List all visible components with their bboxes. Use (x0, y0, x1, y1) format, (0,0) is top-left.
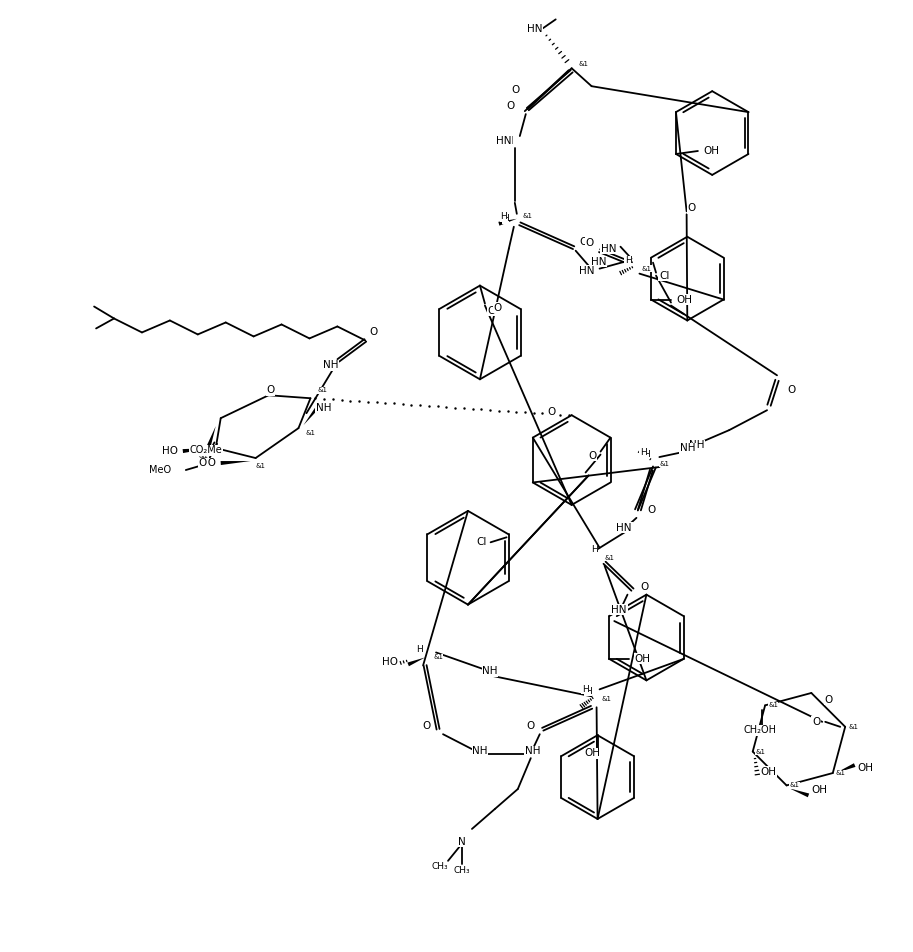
Text: O: O (199, 458, 207, 468)
Text: HO: HO (383, 658, 398, 667)
Text: H: H (585, 686, 592, 696)
Text: &1: &1 (848, 724, 858, 730)
Polygon shape (183, 448, 211, 453)
Text: O: O (369, 327, 377, 337)
Text: OH: OH (584, 748, 601, 758)
Text: H: H (643, 449, 649, 459)
Text: O: O (527, 722, 535, 731)
Text: OH: OH (676, 294, 692, 305)
Text: CH₃: CH₃ (454, 866, 470, 875)
Text: NH: NH (689, 440, 705, 450)
Text: O: O (824, 695, 833, 704)
Text: OH: OH (635, 654, 650, 664)
Text: HN: HN (617, 523, 632, 533)
Polygon shape (790, 788, 809, 797)
Text: HN: HN (615, 523, 631, 533)
Text: &1: &1 (659, 461, 669, 467)
Text: &1: &1 (604, 555, 614, 561)
Text: &1: &1 (579, 61, 589, 68)
Text: O: O (548, 407, 556, 417)
Text: &1: &1 (790, 783, 800, 788)
Text: N: N (458, 837, 466, 847)
Text: H: H (500, 212, 507, 221)
Text: &1: &1 (602, 696, 612, 703)
Text: CO₂Me: CO₂Me (189, 446, 222, 455)
Text: O: O (647, 505, 656, 515)
Text: HO: HO (200, 458, 215, 468)
Text: OH: OH (761, 766, 777, 777)
Polygon shape (303, 405, 320, 426)
Text: H: H (502, 214, 509, 224)
Text: O: O (687, 204, 696, 213)
Text: Cl: Cl (659, 270, 669, 281)
Text: O: O (494, 303, 502, 312)
Text: O: O (788, 386, 796, 395)
Text: O: O (580, 237, 588, 247)
Text: &1: &1 (835, 770, 845, 776)
Text: &1: &1 (433, 654, 443, 661)
Text: HN: HN (497, 136, 512, 146)
Text: &1: &1 (199, 453, 209, 459)
Polygon shape (498, 219, 517, 226)
Text: HO: HO (162, 446, 178, 456)
Text: NH: NH (316, 404, 331, 413)
Text: &1: &1 (756, 748, 766, 755)
Text: HN: HN (527, 25, 542, 34)
Text: NH: NH (322, 361, 338, 370)
Polygon shape (835, 764, 855, 773)
Text: &1: &1 (523, 213, 533, 219)
Text: NH: NH (472, 746, 488, 756)
Text: &1: &1 (642, 266, 652, 271)
Text: OH: OH (703, 146, 719, 156)
Text: &1: &1 (256, 463, 266, 469)
Text: HN: HN (591, 257, 606, 267)
Text: H: H (640, 447, 646, 457)
Text: O: O (812, 717, 820, 726)
Text: H: H (416, 645, 423, 654)
Text: NH: NH (482, 666, 498, 677)
Text: CH₃: CH₃ (432, 863, 448, 871)
Text: MeO: MeO (149, 465, 171, 475)
Text: HN: HN (601, 244, 616, 253)
Text: O: O (422, 722, 430, 731)
Polygon shape (407, 658, 425, 666)
Text: O: O (589, 450, 597, 461)
Text: H: H (624, 256, 632, 266)
Text: NH: NH (525, 746, 540, 756)
Text: O: O (585, 238, 593, 248)
Text: OH: OH (857, 764, 874, 773)
Text: CH₂OH: CH₂OH (743, 725, 777, 735)
Text: HN: HN (498, 136, 514, 146)
Text: &1: &1 (306, 430, 316, 436)
Text: Cl: Cl (477, 537, 487, 547)
Polygon shape (207, 426, 215, 446)
Text: &1: &1 (318, 387, 328, 393)
Text: NH: NH (679, 443, 695, 453)
Text: HN: HN (579, 266, 594, 276)
Text: O: O (488, 306, 496, 315)
Text: O: O (511, 85, 519, 95)
Text: OH: OH (812, 785, 827, 796)
Text: H: H (592, 545, 598, 554)
Text: HN: HN (611, 605, 626, 615)
Text: O: O (267, 386, 275, 395)
Text: HN: HN (612, 605, 627, 615)
Text: H: H (582, 684, 589, 694)
Text: O: O (640, 582, 648, 591)
Polygon shape (221, 461, 251, 465)
Text: &1: &1 (768, 703, 778, 708)
Text: O: O (507, 101, 515, 111)
